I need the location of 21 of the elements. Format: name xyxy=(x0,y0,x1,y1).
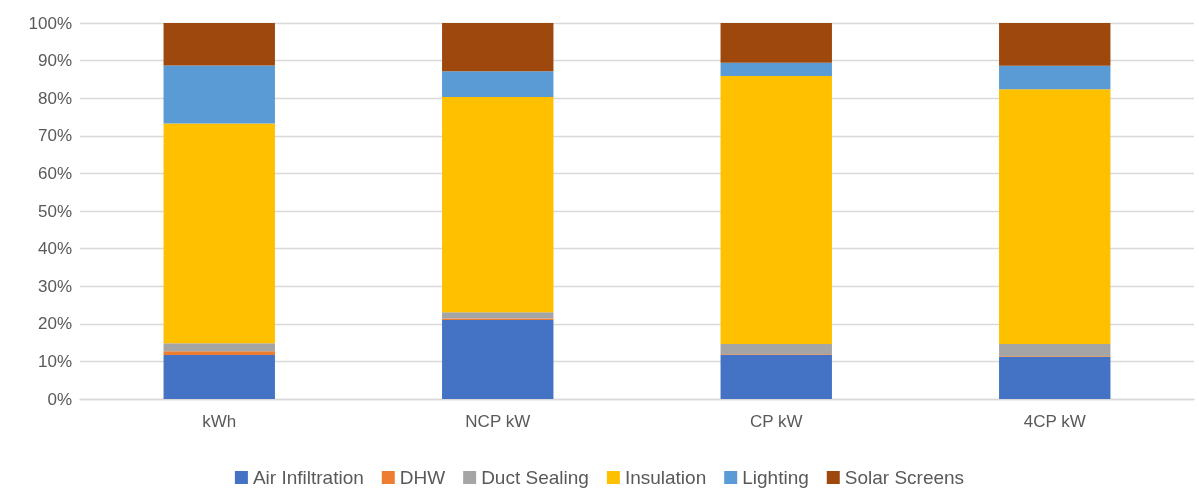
legend-label: Insulation xyxy=(624,467,707,488)
y-tick-label: 70% xyxy=(37,126,72,146)
x-tick-label: 4CP kW xyxy=(1023,412,1086,431)
y-tick-label: 20% xyxy=(37,314,72,334)
y-tick-label: 100% xyxy=(28,13,72,33)
y-tick-label: 90% xyxy=(37,51,72,71)
y-tick-label: 80% xyxy=(37,88,72,108)
y-tick-label: 10% xyxy=(37,351,72,371)
y-tick-label: 50% xyxy=(37,201,72,221)
legend-label: DHW xyxy=(399,467,446,488)
x-tick-label: CP kW xyxy=(749,412,803,431)
legend-label: Lighting xyxy=(742,467,809,488)
legend-label: Solar Screens xyxy=(844,467,965,488)
y-tick-label: 0% xyxy=(47,389,72,409)
legend-label: Duct Sealing xyxy=(481,467,589,488)
y-tick-label: 60% xyxy=(37,163,72,183)
legend-label: Air Infiltration xyxy=(252,467,364,488)
x-tick-label: NCP kW xyxy=(465,412,531,431)
y-tick-label: 30% xyxy=(37,276,72,296)
y-tick-label: 40% xyxy=(37,239,72,259)
x-tick-label: kWh xyxy=(202,412,237,431)
